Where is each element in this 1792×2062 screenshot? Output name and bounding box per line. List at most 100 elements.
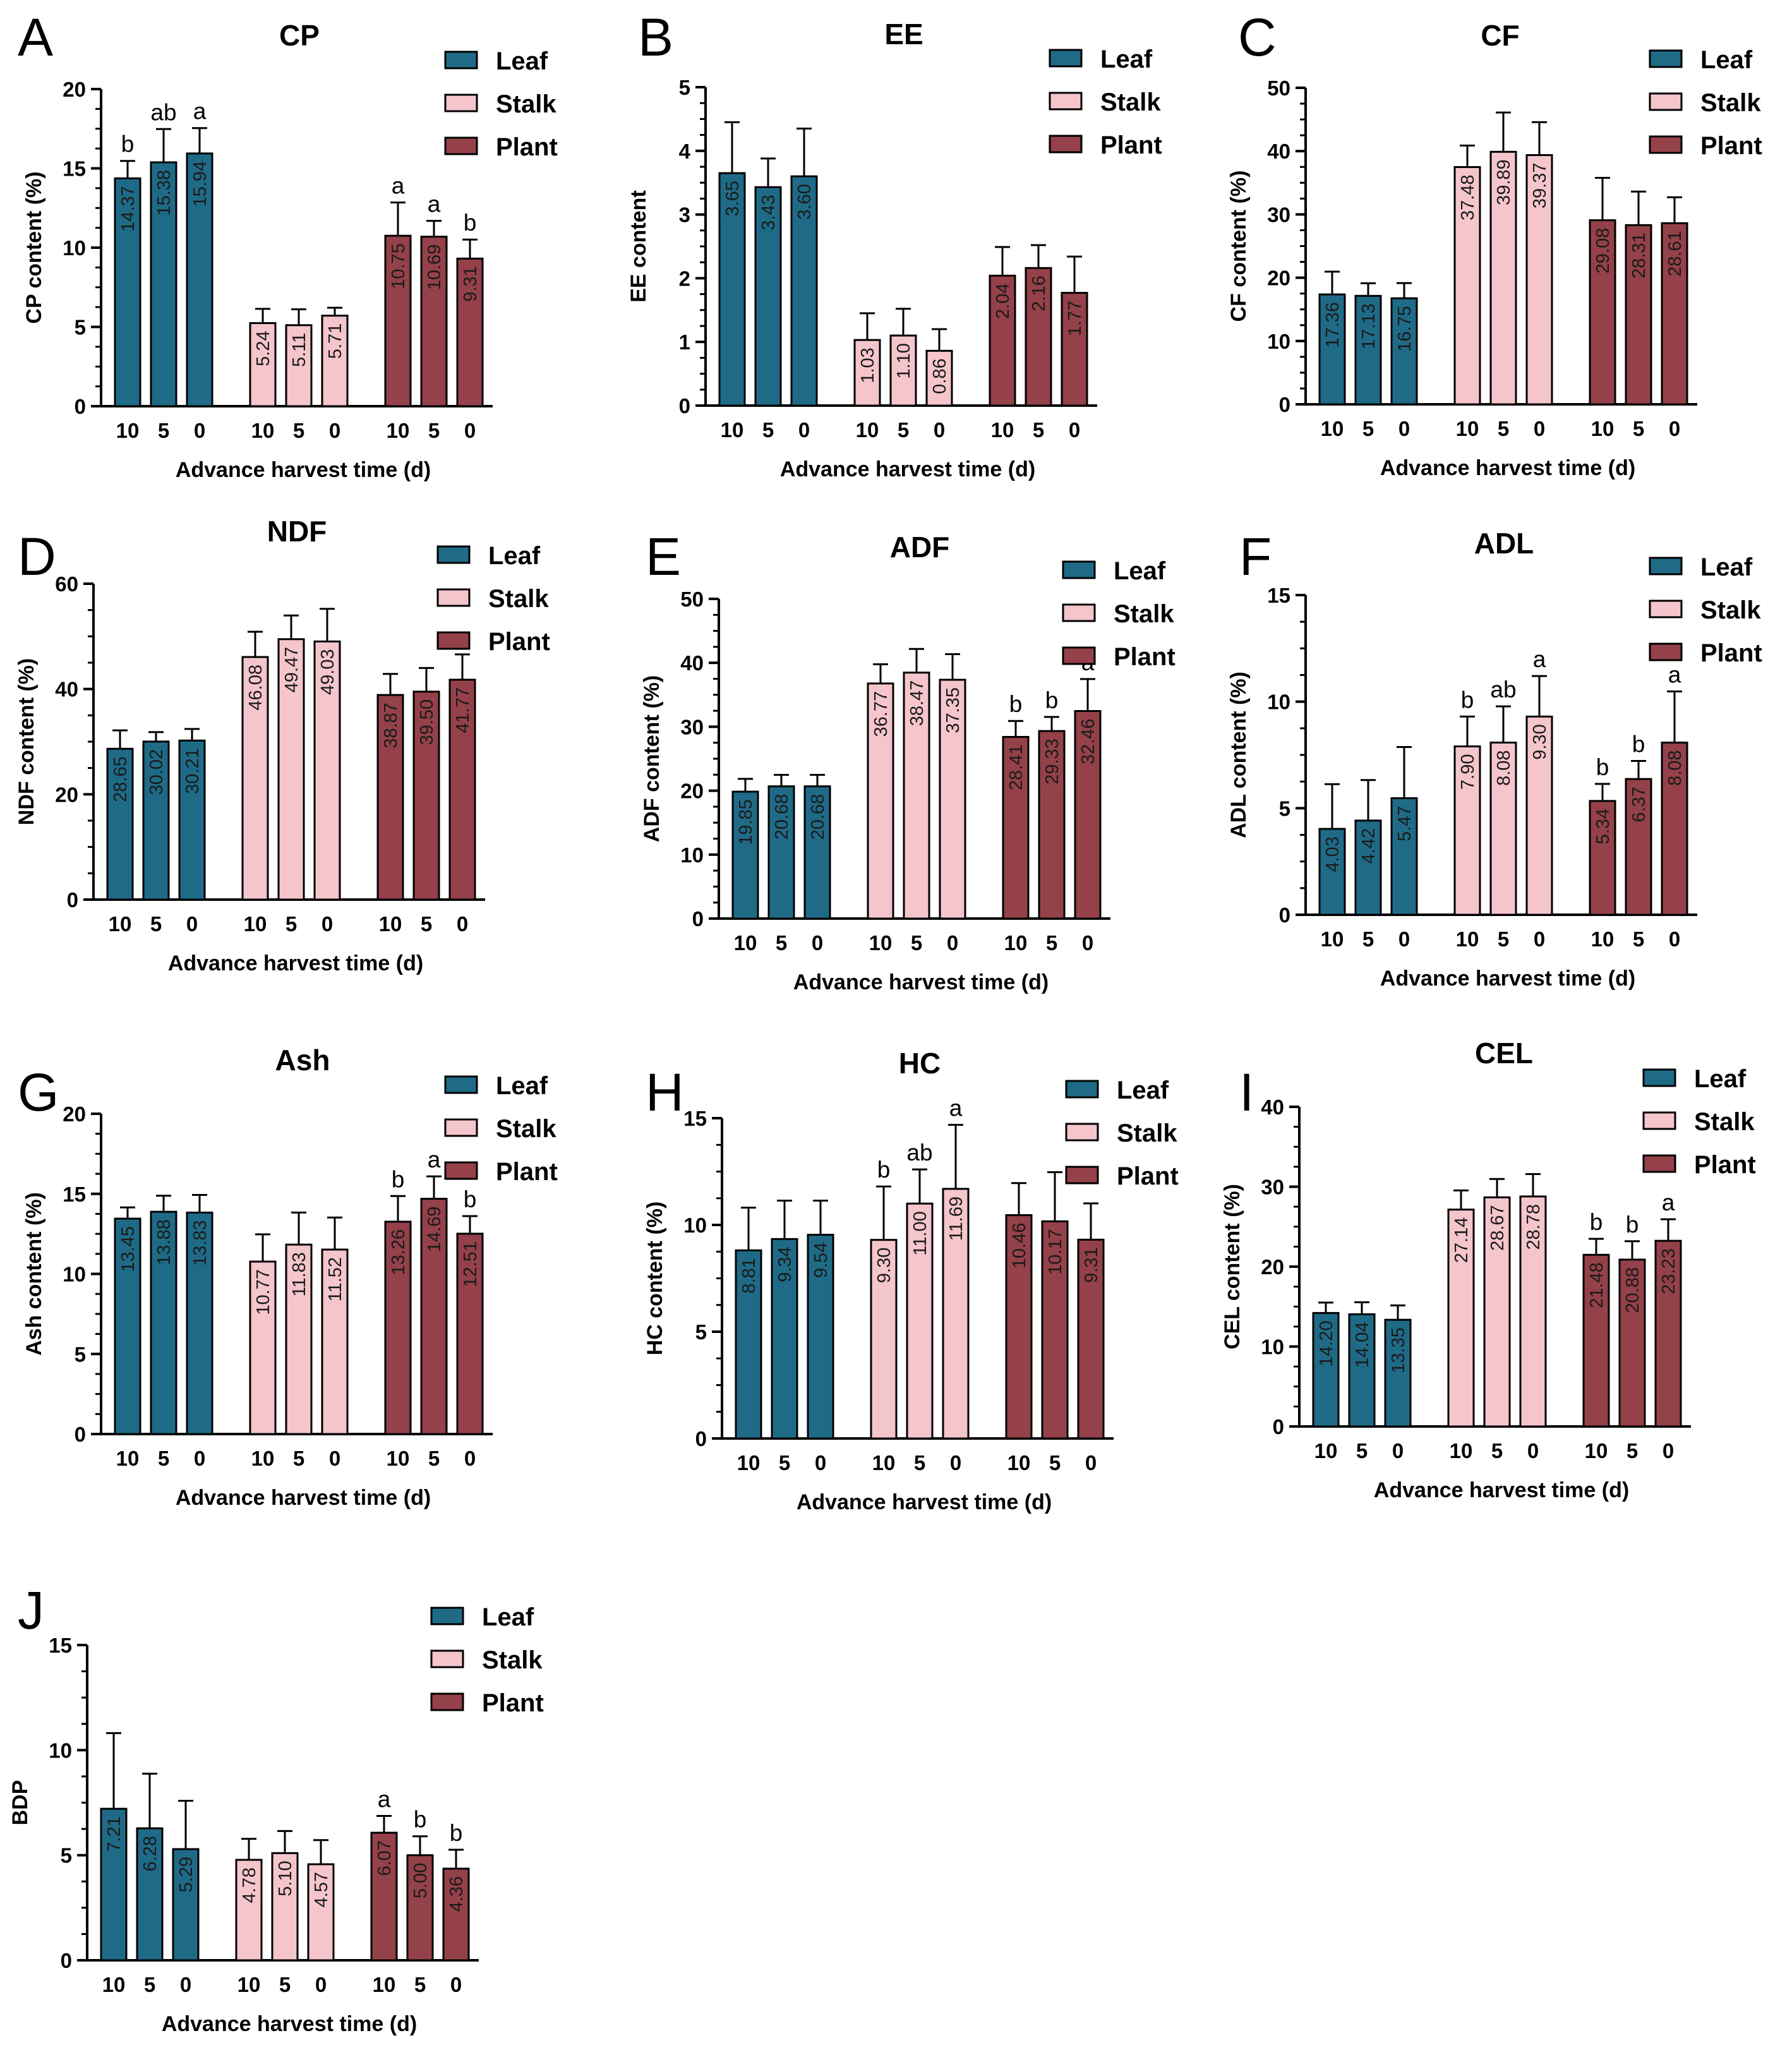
bar-group: 9.30 b — [870, 1157, 898, 1440]
y-axis-label: BDP — [8, 1780, 32, 1826]
bar-value-label: 28.31 — [1629, 232, 1649, 279]
legend-swatch-leaf — [1649, 557, 1683, 576]
bar-group: 5.10 — [271, 1830, 299, 1962]
x-tick-label: 0 — [798, 418, 810, 442]
legend-swatch-leaf — [444, 1075, 478, 1094]
bar-leaf — [150, 1210, 177, 1435]
y-tick-label: 30 — [1261, 1176, 1284, 1199]
bar-plant — [1074, 710, 1102, 920]
bar-value-label: 4.57 — [311, 1872, 332, 1907]
x-axis-label: Advance harvest time (d) — [176, 458, 431, 482]
x-axis-label: Advance harvest time (d) — [176, 1486, 431, 1510]
bar-group: 4.03 — [1318, 783, 1346, 916]
bar-stalk — [241, 656, 269, 901]
bar-group: 41.77 — [448, 653, 476, 901]
legend-label-stalk: Stalk — [1117, 1119, 1177, 1147]
bar-group: 13.35 — [1384, 1304, 1412, 1428]
panel-letter: I — [1239, 1063, 1254, 1122]
bar-value-label: 28.61 — [1665, 231, 1685, 277]
bar-group: 6.07 a — [370, 1786, 398, 1962]
bar-group: 8.08 a — [1661, 661, 1688, 916]
y-tick-label: 15 — [63, 157, 86, 181]
bar-group: 9.31 — [1077, 1202, 1105, 1440]
bar-group: 2.16 — [1025, 244, 1052, 407]
legend-label-leaf: Leaf — [488, 542, 541, 570]
bar-plant — [420, 236, 448, 407]
bar-plant — [1661, 741, 1688, 916]
y-tick-label: 1 — [679, 330, 690, 354]
bar-value-label: 27.14 — [1452, 1217, 1472, 1263]
legend-swatch-plant — [1049, 135, 1083, 154]
legend-label-plant: Plant — [488, 628, 550, 656]
y-tick-label: 10 — [1267, 330, 1290, 353]
x-tick-label: 5 — [898, 418, 909, 442]
legend-label-plant: Plant — [1700, 132, 1762, 160]
bar-group: 28.61 — [1661, 196, 1688, 406]
y-tick-label: 20 — [680, 780, 704, 803]
y-tick-label: 20 — [1267, 267, 1290, 290]
bar-value-label: 6.28 — [140, 1836, 160, 1871]
bar-group: 10.75 a — [384, 172, 412, 407]
bar-group: 49.03 — [313, 608, 341, 901]
x-tick-label: 5 — [293, 419, 304, 442]
bar-stalk — [1525, 715, 1553, 916]
significance-letter: b — [464, 1186, 477, 1212]
significance-letter: ab — [150, 99, 176, 125]
chart-title: EE — [884, 18, 923, 51]
bar-value-label: 1.10 — [894, 343, 914, 378]
bar-value-label: 13.45 — [118, 1226, 138, 1272]
y-tick-label: 50 — [680, 588, 704, 611]
y-tick-label: 20 — [63, 1102, 86, 1126]
bar-group: 8.81 — [735, 1207, 762, 1440]
significance-letter: a — [193, 99, 207, 124]
y-tick-label: 0 — [679, 394, 690, 418]
bar-value-label: 13.88 — [154, 1219, 174, 1265]
bar-group: 14.20 — [1312, 1301, 1340, 1428]
bar-group: 15.38 ab — [150, 99, 177, 407]
bar-group: 13.45 — [114, 1206, 141, 1435]
bar-value-label: 5.34 — [1593, 809, 1613, 844]
bar-group: 49.47 — [277, 614, 305, 901]
bar-value-label: 29.33 — [1042, 739, 1062, 785]
chart-title: ADF — [890, 531, 950, 564]
bar-value-label: 29.08 — [1593, 228, 1613, 274]
legend-label-leaf: Leaf — [1700, 46, 1753, 74]
bar-stalk — [1483, 1196, 1511, 1428]
significance-letter: b — [450, 1820, 463, 1846]
bar-group: 30.21 — [178, 728, 206, 901]
bar-stalk — [249, 1260, 277, 1435]
x-tick-label: 10 — [1591, 927, 1615, 951]
bar-group: 19.85 — [731, 778, 759, 920]
chart-title: CEL — [1475, 1037, 1533, 1070]
bar-value-label: 37.35 — [943, 687, 963, 733]
panel-letter: E — [646, 527, 681, 586]
legend-label-stalk: Stalk — [1100, 88, 1161, 116]
bar-plant — [1061, 292, 1088, 407]
x-tick-label: 10 — [721, 418, 744, 442]
bar-group: 1.10 — [889, 308, 917, 407]
bar-value-label: 5.10 — [275, 1860, 296, 1896]
x-tick-label: 0 — [1534, 927, 1545, 951]
y-tick-label: 5 — [75, 1342, 86, 1366]
legend-label-plant: Plant — [1114, 643, 1176, 671]
legend-swatch-stalk — [444, 1118, 478, 1137]
bar-value-label: 9.34 — [775, 1246, 795, 1282]
bar-value-label: 39.89 — [1494, 159, 1514, 205]
bar-value-label: 4.36 — [447, 1876, 467, 1912]
bar-value-label: 10.17 — [1045, 1229, 1066, 1275]
bar-value-label: 28.65 — [111, 756, 131, 802]
bar-plant — [384, 234, 412, 407]
legend-label-stalk: Stalk — [482, 1646, 543, 1674]
legend-swatch-plant — [436, 631, 471, 650]
bar-value-label: 5.00 — [411, 1863, 431, 1898]
legend-swatch-plant — [444, 136, 478, 155]
bar-stalk — [1447, 1209, 1475, 1428]
legend-swatch-leaf — [1049, 49, 1083, 68]
y-tick-label: 5 — [61, 1844, 72, 1867]
bar-value-label: 46.08 — [246, 665, 266, 711]
bar-group: 32.46a — [1074, 649, 1102, 920]
x-tick-label: 0 — [1082, 931, 1093, 955]
legend-label-stalk: Stalk — [1694, 1108, 1755, 1136]
x-tick-label: 0 — [464, 1447, 476, 1470]
